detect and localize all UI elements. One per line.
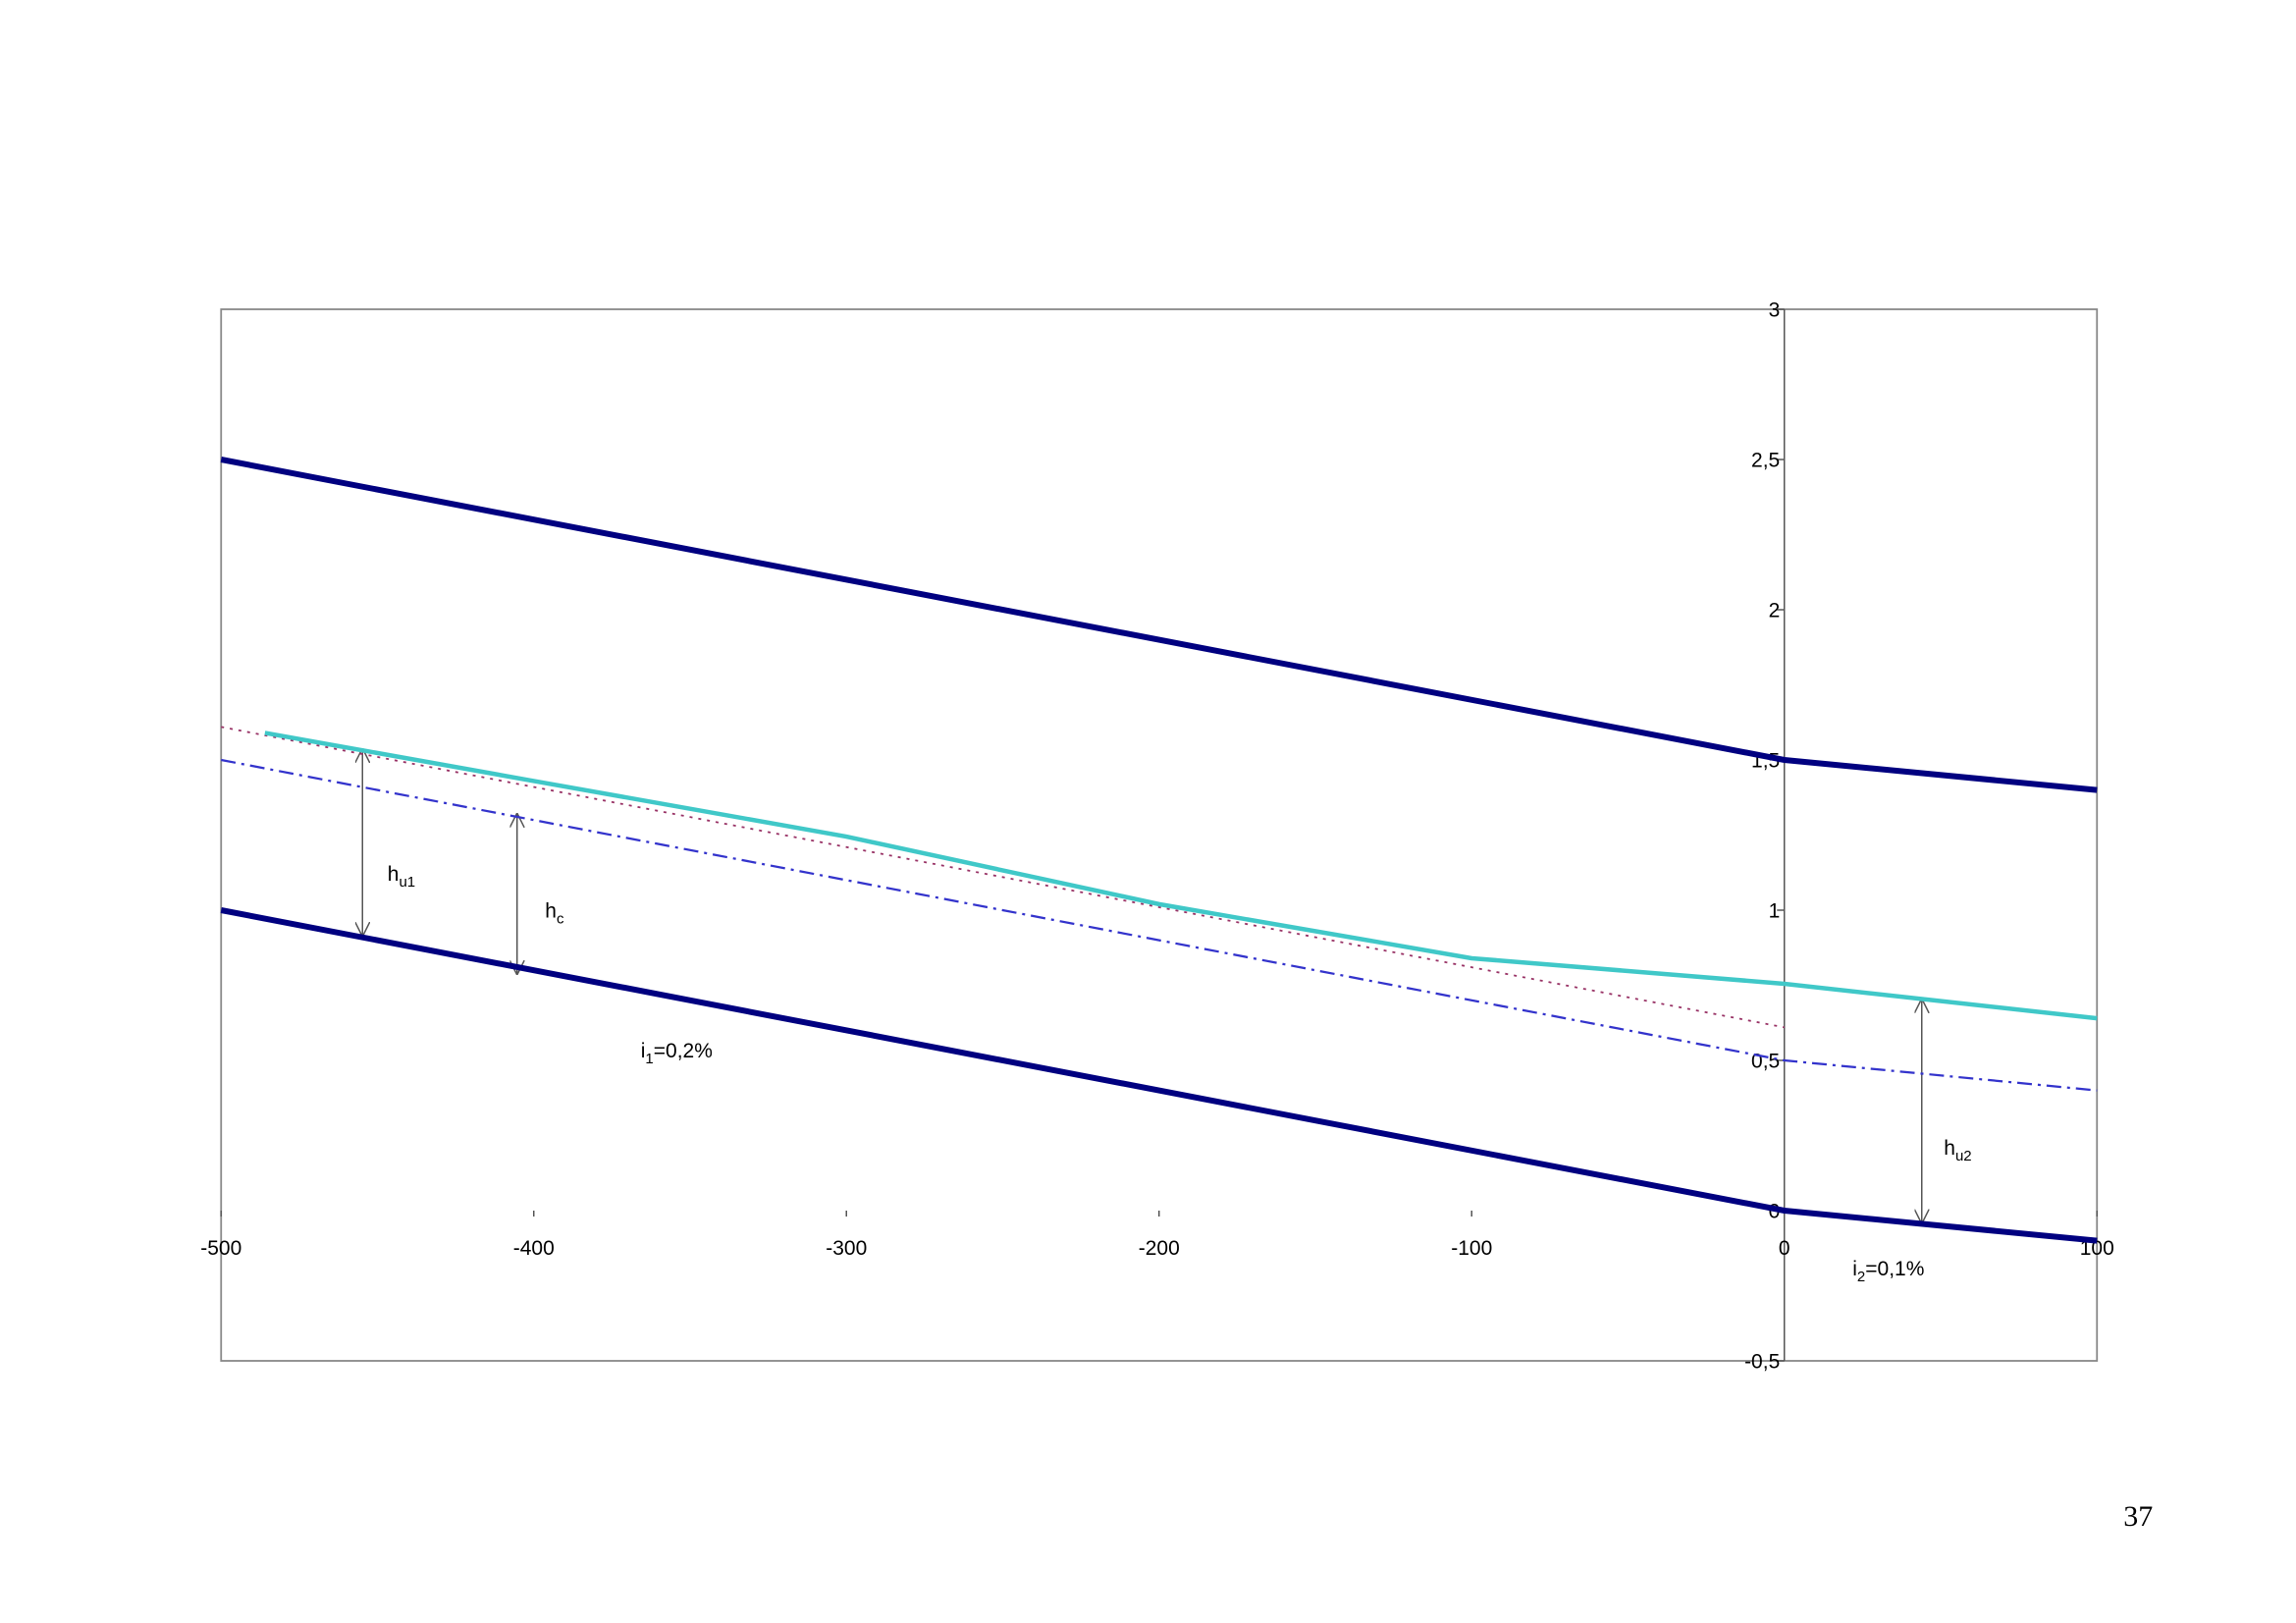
y-tick-label: 2	[1769, 600, 1781, 622]
series-line	[264, 730, 2098, 1021]
y-tick-label: -0,5	[1744, 1351, 1780, 1374]
plot-frame	[220, 308, 2099, 1362]
annotation-subscript: 1	[645, 1051, 653, 1067]
annotation: hu2	[1944, 1137, 1971, 1164]
annotation: hu1	[388, 863, 415, 891]
y-tick-label: 2,5	[1751, 450, 1780, 472]
x-tick-label: -100	[1451, 1237, 1492, 1260]
annotation: i1=0,2%	[641, 1040, 713, 1067]
annotation-subscript: c	[557, 911, 564, 928]
annotation-base: i	[1852, 1258, 1857, 1280]
series-line	[221, 758, 2098, 1092]
x-tick-label: -500	[200, 1237, 241, 1260]
annotation-base: h	[388, 863, 400, 886]
page-number: 37	[2123, 1500, 2153, 1533]
annotation-subscript: 2	[1857, 1269, 1865, 1285]
annotation-base: i	[641, 1040, 646, 1062]
series-line	[221, 726, 1785, 1029]
annotation-subscript: u1	[399, 874, 415, 891]
annotation: hc	[545, 900, 564, 928]
annotation-text: =0,1%	[1865, 1258, 1924, 1280]
x-tick-label: -200	[1139, 1237, 1180, 1260]
annotation: i2=0,1%	[1852, 1258, 1924, 1285]
annotation-text: =0,2%	[654, 1040, 713, 1062]
y-tick-label: 3	[1769, 299, 1781, 322]
annotation-base: h	[1944, 1137, 1955, 1160]
x-tick-label: 0	[1779, 1237, 1790, 1260]
annotation-base: h	[545, 900, 557, 923]
x-tick-label: -300	[826, 1237, 867, 1260]
y-tick-label: 1	[1769, 900, 1781, 923]
x-tick-label: -400	[513, 1237, 555, 1260]
series-line	[220, 907, 2098, 1244]
series-line	[220, 457, 2098, 793]
annotation-subscript: u2	[1955, 1148, 1972, 1164]
y-tick-label: 0,5	[1751, 1051, 1780, 1073]
